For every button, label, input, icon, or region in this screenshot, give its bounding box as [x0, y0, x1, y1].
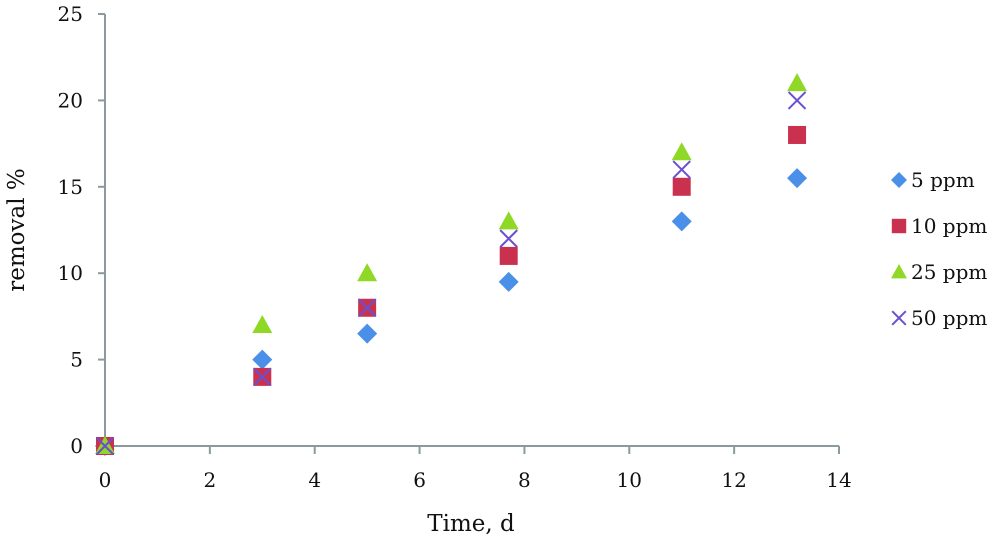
triangle-marker	[671, 142, 692, 161]
diamond-marker	[357, 323, 378, 344]
x-tick-label: 2	[203, 468, 216, 492]
y-tick-label: 15	[58, 175, 83, 199]
square-icon	[891, 218, 907, 234]
legend-item: 5 ppm	[891, 168, 975, 192]
x-tick-label: 8	[518, 468, 531, 492]
x-tick-label: 14	[826, 468, 851, 492]
x-tick-label: 10	[617, 468, 642, 492]
legend-label: 25 ppm	[911, 260, 987, 284]
square-marker	[672, 177, 691, 196]
triangle-marker	[787, 73, 808, 92]
legend-label: 10 ppm	[911, 214, 987, 238]
y-tick-label: 0	[70, 434, 83, 458]
series-10-ppm	[96, 125, 807, 455]
diamond-marker	[252, 349, 273, 370]
x-tick-label: 4	[308, 468, 321, 492]
y-axis-title: removal %	[4, 168, 30, 292]
square-marker	[788, 125, 807, 144]
diamond-marker	[671, 211, 692, 232]
triangle-icon	[891, 264, 907, 279]
x-tick-label: 0	[99, 468, 112, 492]
series-50-ppm	[95, 91, 807, 456]
x-icon	[891, 310, 907, 326]
y-tick-label: 25	[58, 2, 83, 26]
legend-item: 10 ppm	[891, 214, 987, 238]
series-25-ppm	[95, 73, 808, 454]
legend-item: 25 ppm	[891, 260, 987, 284]
y-tick-label: 10	[58, 261, 83, 285]
y-tick-label: 20	[58, 88, 83, 112]
triangle-marker	[357, 263, 378, 282]
x-marker	[95, 436, 115, 456]
x-axis-title: Time, d	[427, 511, 515, 537]
square-marker	[499, 246, 518, 265]
x-tick-label: 12	[721, 468, 746, 492]
triangle-marker	[498, 211, 519, 230]
legend-label: 50 ppm	[911, 306, 987, 330]
x-tick-label: 6	[413, 468, 426, 492]
data-points	[95, 73, 808, 456]
y-tick-label: 5	[70, 348, 83, 372]
x-marker	[672, 160, 691, 179]
diamond-icon	[891, 172, 907, 188]
x-marker	[787, 91, 807, 110]
diamond-marker	[787, 168, 808, 189]
x-marker	[499, 229, 518, 248]
diamond-marker	[498, 271, 519, 292]
series-5-ppm	[95, 168, 808, 456]
legend-label: 5 ppm	[911, 168, 975, 192]
legend-item: 50 ppm	[891, 306, 987, 330]
x-marker	[357, 298, 377, 317]
triangle-marker	[252, 315, 273, 334]
legend: 5 ppm 10 ppm 25 ppm 50 ppm	[891, 168, 987, 330]
x-marker	[253, 367, 272, 387]
axes: 0 5 10 15 20 25 0 2 4 6 8 10 12 14	[58, 2, 852, 492]
